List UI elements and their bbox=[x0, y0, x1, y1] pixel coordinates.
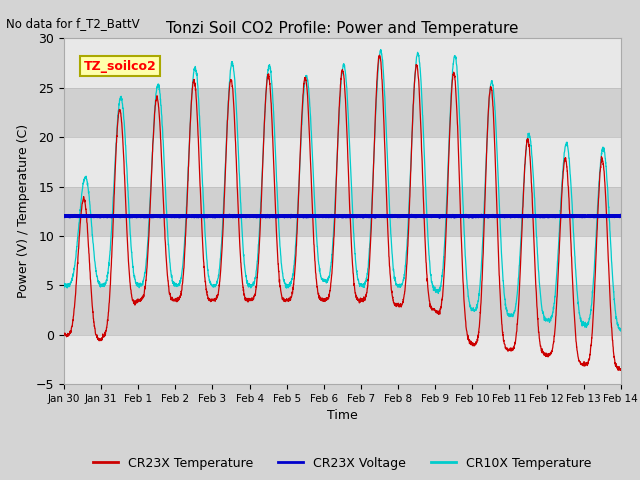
Text: No data for f_T2_BattV: No data for f_T2_BattV bbox=[6, 17, 140, 30]
Bar bbox=[64, 285, 621, 335]
Y-axis label: Power (V) / Temperature (C): Power (V) / Temperature (C) bbox=[17, 124, 30, 298]
Bar bbox=[64, 88, 621, 137]
X-axis label: Time: Time bbox=[327, 409, 358, 422]
Legend: CR23X Temperature, CR23X Voltage, CR10X Temperature: CR23X Temperature, CR23X Voltage, CR10X … bbox=[88, 452, 596, 475]
Text: TZ_soilco2: TZ_soilco2 bbox=[83, 60, 156, 72]
Bar bbox=[64, 187, 621, 236]
Title: Tonzi Soil CO2 Profile: Power and Temperature: Tonzi Soil CO2 Profile: Power and Temper… bbox=[166, 21, 518, 36]
